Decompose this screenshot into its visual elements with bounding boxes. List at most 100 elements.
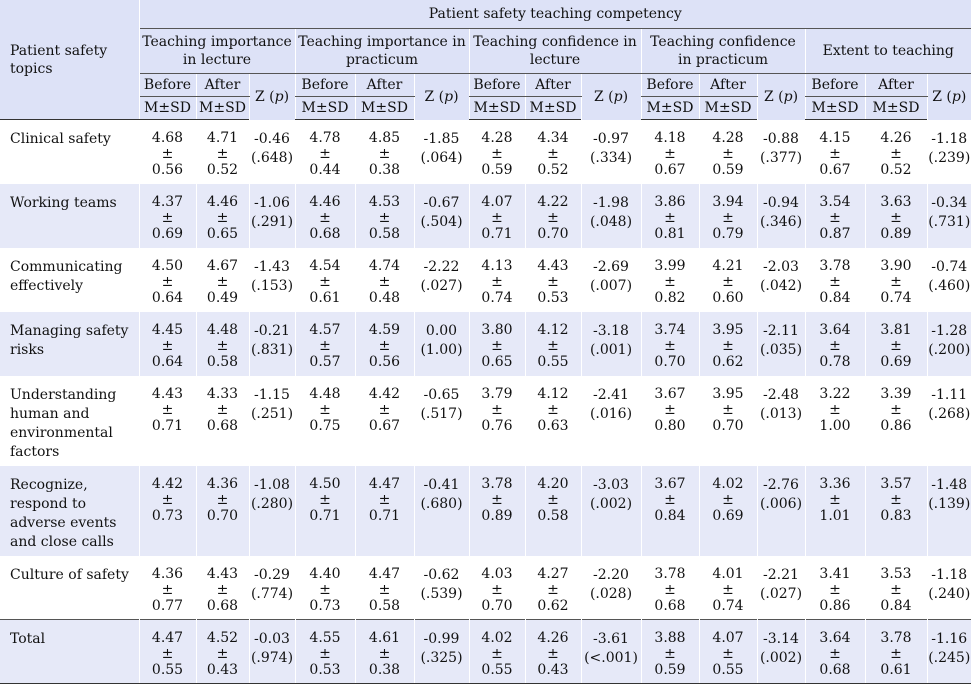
sd-value: 0.57	[309, 353, 341, 370]
plus-minus-sign: ±	[829, 581, 841, 598]
topic-cell: Recognize, respond to adverse events and…	[0, 465, 139, 556]
z-value: -0.46	[254, 130, 290, 147]
plus-minus-sign: ±	[829, 273, 841, 290]
mean-value: 4.18	[654, 130, 686, 146]
msd-cell: 3.41 ±0.86	[804, 555, 865, 620]
msd-cell: 3.36 ±1.01	[804, 465, 865, 556]
table-row: Recognize, respond to adverse events and…	[0, 465, 971, 556]
sd-value: 0.59	[654, 662, 686, 678]
sd-value: 0.74	[712, 597, 744, 614]
msd-cell: 4.34 ±0.52	[524, 119, 581, 184]
sd-value: 0.56	[368, 353, 401, 370]
mean-value: 4.34	[537, 130, 569, 146]
msd-cell: 4.57 ±0.57	[294, 311, 355, 376]
plus-minus-sign: ±	[664, 646, 676, 662]
plus-minus-sign: ±	[161, 401, 174, 418]
z-p-header: Z (p)	[756, 73, 805, 120]
z-p-cell: -1.43 (.153)	[248, 247, 295, 312]
group-header: Teaching confidence in practicum	[640, 28, 805, 74]
z-label: Z (	[593, 88, 614, 105]
plus-minus-sign: ±	[829, 401, 841, 418]
plus-minus-sign: ±	[722, 581, 734, 598]
mean-value: 3.41	[819, 565, 851, 582]
msd-cell: 3.78 ±0.89	[468, 465, 525, 556]
mean-value: 4.43	[537, 257, 569, 274]
z-p-header: Z (p)	[926, 73, 971, 120]
z-value: -0.41	[423, 476, 460, 493]
z-p-cell: -0.34 (.731)	[926, 183, 971, 248]
msd-header: M±SD	[138, 96, 196, 120]
plus-minus-sign: ±	[890, 646, 902, 662]
plus-minus-sign: ±	[890, 146, 902, 162]
sd-value: 0.52	[206, 162, 239, 178]
mean-value: 4.50	[309, 475, 341, 492]
plus-minus-sign: ±	[378, 401, 391, 418]
sd-value: 0.76	[481, 417, 513, 434]
msd-cell: 3.39 ±0.86	[864, 375, 927, 466]
mean-value: 4.15	[819, 130, 851, 146]
sd-value: 0.67	[368, 417, 401, 434]
sd-value: 0.80	[654, 417, 686, 434]
sd-value: 0.89	[880, 225, 912, 242]
mean-value: 4.40	[309, 565, 341, 582]
msd-cell: 4.21 ±0.60	[698, 247, 757, 312]
z-p-cell: -2.21 (.027)	[756, 555, 805, 620]
msd-cell: 4.26 ±0.52	[864, 119, 927, 184]
z-value: -0.88	[763, 130, 799, 147]
plus-minus-sign: ±	[890, 581, 902, 598]
plus-minus-sign: ±	[216, 273, 229, 290]
plus-minus-sign: ±	[722, 491, 734, 508]
msd-cell: 3.81 ±0.69	[864, 311, 927, 376]
z-p-cell: -0.62 (.539)	[413, 555, 469, 620]
z-p-cell: -2.69 (.007)	[580, 247, 641, 312]
z-value: -1.85	[423, 130, 460, 147]
msd-header: M±SD	[864, 96, 927, 120]
z-p-cell: -1.18 (.240)	[926, 555, 971, 620]
plus-minus-sign: ±	[722, 273, 734, 290]
mean-value: 4.33	[206, 385, 239, 402]
sd-value: 0.79	[712, 225, 744, 242]
msd-cell: 3.99 ±0.82	[640, 247, 699, 312]
p-value: (.240)	[928, 585, 971, 602]
z-p-cell: -0.46 (.648)	[248, 119, 295, 184]
msd-cell: 4.46 ±0.65	[195, 183, 249, 248]
sd-value: 0.71	[481, 225, 513, 242]
plus-minus-sign: ±	[664, 401, 676, 418]
mean-value: 4.21	[712, 257, 744, 274]
plus-minus-sign: ±	[216, 146, 229, 162]
mean-value: 4.07	[481, 193, 513, 210]
plus-minus-sign: ±	[491, 401, 503, 418]
z-p-cell: -2.76 (.006)	[756, 465, 805, 556]
msd-cell: 4.28 ±0.59	[468, 119, 525, 184]
mean-value: 3.78	[481, 475, 513, 492]
sd-value: 0.74	[481, 289, 513, 306]
p-value: (.325)	[420, 650, 463, 666]
mean-value: 4.28	[481, 130, 513, 146]
sd-value: 0.70	[206, 507, 239, 524]
p-value: (1.00)	[420, 341, 463, 358]
sd-value: 0.58	[368, 597, 401, 614]
table-row: Understanding human and environmental fa…	[0, 375, 971, 466]
z-p-cell: -0.97 (.334)	[580, 119, 641, 184]
sd-value: 0.68	[654, 597, 686, 614]
msd-cell: 4.50 ±0.64	[138, 247, 196, 312]
sd-value: 0.77	[151, 597, 184, 614]
z-p-cell: -1.85 (.064)	[413, 119, 469, 184]
msd-cell: 4.78 ±0.44	[294, 119, 355, 184]
table-row: Culture of safety 4.36 ±0.77 4.43 ±0.68 -0.29…	[0, 555, 971, 620]
z-value: -1.98	[593, 194, 629, 211]
sd-value: 0.89	[481, 507, 513, 524]
z-p-cell: -1.15 (.251)	[248, 375, 295, 466]
sd-value: 0.59	[712, 162, 744, 178]
z-p-cell: -0.67 (.504)	[413, 183, 469, 248]
z-value: -1.11	[931, 386, 968, 403]
sd-value: 0.53	[537, 289, 569, 306]
z-label: Z (	[932, 88, 952, 105]
plus-minus-sign: ±	[319, 401, 331, 418]
after-header: After	[354, 73, 414, 97]
plus-minus-sign: ±	[664, 337, 676, 354]
msd-cell: 4.13 ±0.74	[468, 247, 525, 312]
z-p-header: Z (p)	[580, 73, 641, 120]
plus-minus-sign: ±	[378, 646, 391, 662]
competency-group-header: Patient safety teaching competency	[139, 0, 971, 29]
